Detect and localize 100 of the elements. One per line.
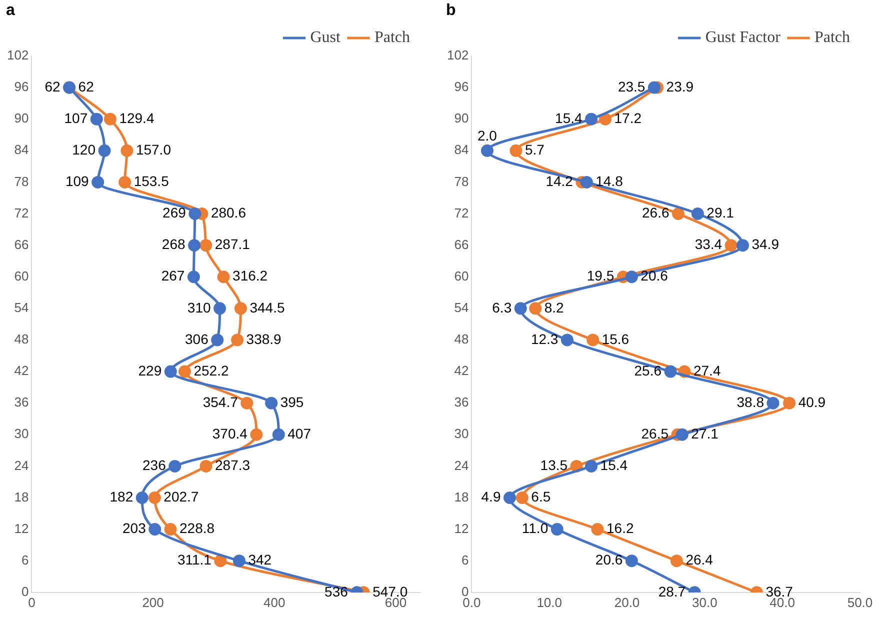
data-label: 129.4: [119, 110, 154, 126]
data-label: 306: [184, 330, 209, 347]
y-tick-label: 12: [454, 520, 469, 536]
y-tick-label: 36: [14, 394, 29, 410]
y-tick-label: 54: [14, 300, 29, 315]
y-tick-label: 30: [454, 426, 469, 442]
data-label: 6.5: [531, 488, 551, 505]
data-label: 311.1: [177, 552, 212, 568]
data-label: 536: [324, 583, 348, 600]
y-tick-label: 36: [454, 394, 469, 410]
y-tick-label: 30: [14, 426, 29, 442]
data-label: 26.4: [686, 552, 714, 568]
data-label: 203: [122, 520, 146, 536]
y-tick-label: 90: [454, 110, 469, 126]
data-label: 395: [280, 394, 304, 410]
data-label: 287.3: [215, 457, 250, 474]
data-label: 26.5: [641, 425, 669, 442]
y-tick-label: 42: [454, 363, 469, 378]
data-label: 38.8: [736, 394, 764, 410]
data-label: 8.2: [544, 299, 564, 316]
y-tick-label: 18: [454, 489, 469, 504]
data-label: 407: [288, 425, 312, 442]
data-label: 236: [142, 457, 166, 474]
y-tick-label: 84: [454, 142, 469, 158]
data-label: 27.1: [691, 425, 719, 442]
data-label: 354.7: [202, 394, 238, 410]
chart-title: a: [6, 2, 15, 20]
data-label: 11.0: [522, 520, 548, 536]
x-tick-label: 50.0: [847, 594, 873, 610]
data-label: 20.6: [595, 552, 623, 568]
data-label: 12.3: [530, 330, 558, 347]
data-label: 28.7: [658, 583, 686, 600]
x-tick-label: 400: [264, 594, 286, 610]
data-label: 109: [65, 173, 90, 190]
data-label: 370.4: [212, 425, 248, 442]
y-tick-label: 78: [454, 174, 469, 189]
data-label: 16.2: [606, 520, 634, 536]
data-label: 33.4: [694, 236, 722, 252]
chart-title: b: [446, 2, 456, 20]
y-tick-label: 66: [14, 236, 29, 252]
x-tick-label: 20.0: [614, 594, 640, 610]
data-label: 202.7: [164, 488, 199, 505]
data-label: 338.9: [246, 330, 282, 347]
data-label: 20.6: [640, 268, 668, 284]
data-label: 13.5: [540, 457, 568, 474]
legend-label: Patch: [374, 29, 410, 46]
legend-label: Gust: [310, 29, 342, 46]
legend-label: Patch: [814, 29, 850, 46]
data-label: 25.6: [634, 362, 662, 378]
y-tick-label: 102: [446, 48, 469, 63]
data-label: 17.2: [614, 110, 642, 126]
y-tick-label: 6: [461, 552, 469, 568]
y-tick-label: 90: [14, 110, 29, 126]
data-label: 229: [138, 362, 162, 378]
y-tick-label: 42: [14, 363, 29, 378]
data-label: 280.6: [210, 204, 246, 221]
data-label: 342: [248, 552, 272, 568]
data-label: 23.5: [618, 78, 646, 94]
y-tick-label: 0: [21, 584, 29, 599]
data-label: 157.0: [136, 142, 172, 158]
y-tick-label: 72: [454, 205, 469, 220]
data-label: 27.4: [693, 362, 721, 378]
x-tick-label: 10.0: [536, 594, 562, 610]
data-label: 40.9: [798, 394, 826, 410]
data-label: 23.9: [666, 78, 694, 94]
y-tick-label: 6: [21, 552, 29, 568]
legend-label: Gust Factor: [705, 29, 782, 46]
data-label: 15.4: [555, 110, 582, 126]
data-label: 36.7: [766, 583, 794, 600]
data-label: 2.0: [477, 128, 498, 144]
y-tick-label: 48: [454, 332, 469, 347]
data-label: 547.0: [372, 583, 408, 600]
data-label: 26.6: [642, 204, 670, 221]
data-label: 19.5: [586, 268, 614, 284]
data-label: 14.8: [596, 173, 624, 190]
y-tick-label: 48: [14, 332, 29, 347]
y-tick-label: 66: [454, 236, 469, 252]
y-tick-label: 54: [454, 300, 469, 315]
data-label: 316.2: [232, 268, 268, 284]
data-label: 29.1: [706, 204, 734, 221]
data-label: 153.5: [134, 173, 170, 190]
data-label: 252.2: [194, 362, 229, 378]
data-label: 182: [110, 488, 134, 505]
data-label: 6.3: [492, 299, 512, 316]
y-tick-label: 24: [14, 458, 29, 473]
y-tick-label: 60: [14, 268, 29, 284]
data-label: 5.7: [524, 142, 545, 158]
y-tick-label: 96: [454, 79, 469, 94]
data-label: 107: [64, 110, 88, 126]
x-tick-label: 30.0: [692, 594, 718, 610]
y-tick-label: 60: [454, 268, 469, 284]
y-tick-label: 96: [14, 79, 29, 94]
data-label: 310: [187, 299, 211, 316]
data-label: 268: [162, 236, 186, 252]
y-tick-label: 84: [14, 142, 29, 158]
data-label: 287.1: [214, 236, 250, 252]
data-label: 120: [72, 142, 96, 158]
data-label: 14.2: [546, 173, 574, 190]
x-tick-label: 200: [142, 594, 164, 610]
y-tick-label: 24: [454, 458, 469, 473]
